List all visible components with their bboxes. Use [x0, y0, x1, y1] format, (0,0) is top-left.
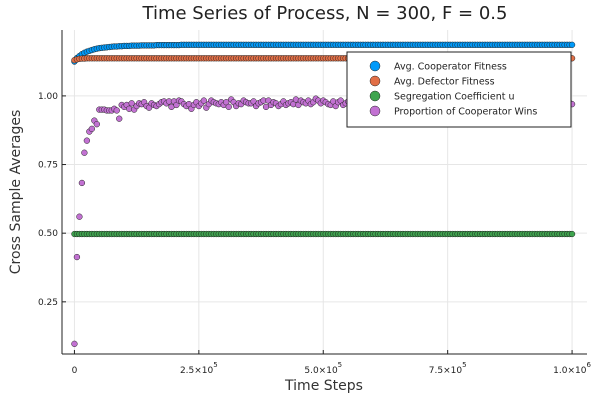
legend-marker: [369, 75, 381, 87]
data-point: [116, 115, 123, 122]
data-point: [71, 340, 78, 347]
data-point: [568, 41, 576, 48]
y-tick-label: 0.50: [38, 229, 58, 239]
data-point: [93, 121, 100, 128]
legend-marker: [369, 90, 381, 102]
legend-label: Proportion of Cooperator Wins: [394, 107, 537, 118]
series-3: [71, 230, 576, 238]
data-point: [113, 107, 120, 114]
y-tick-label: 0.25: [38, 298, 58, 308]
x-tick-label: 0: [72, 366, 78, 376]
data-point: [128, 100, 135, 107]
x-axis-label: Time Steps: [284, 378, 363, 394]
y-tick-label: 1.00: [38, 92, 58, 102]
chart-title: Time Series of Process, N = 300, F = 0.5: [142, 3, 508, 24]
data-point: [568, 230, 576, 238]
x-tick-label: 7.5×105: [429, 361, 467, 376]
y-tick-label: 0.75: [38, 161, 58, 171]
legend-label: Segregation Coefficient u: [394, 92, 515, 103]
axes: [61, 30, 587, 355]
legend-marker: [369, 105, 381, 117]
x-tick-label: 5.0×105: [304, 361, 342, 376]
data-point: [81, 149, 88, 156]
data-point: [88, 125, 96, 133]
legend-box: [346, 51, 572, 128]
y-ticks: 0.25 0.50 0.75 1.00: [38, 92, 66, 308]
data-point: [76, 213, 83, 220]
x-tick-exponent: 5: [213, 361, 217, 369]
legend-label: Avg. Cooperator Fitness: [394, 62, 507, 73]
data-point: [78, 179, 86, 187]
data-point: [83, 137, 91, 144]
legend: Avg. Cooperator Fitness Avg. Defector Fit…: [346, 51, 572, 128]
data-point: [73, 253, 81, 261]
x-tick-exponent: 5: [338, 361, 342, 369]
x-tick-label: 1.0×106: [553, 361, 591, 376]
legend-label: Avg. Defector Fitness: [394, 77, 495, 88]
legend-marker: [369, 60, 381, 72]
series-1: [71, 41, 576, 65]
x-tick-label: 2.5×105: [180, 361, 218, 376]
data-point: [225, 103, 232, 111]
data-point: [200, 97, 207, 104]
x-tick-exponent: 5: [462, 361, 466, 369]
x-tick-exponent: 6: [586, 361, 591, 369]
y-axis-label: Cross Sample Averages: [8, 110, 24, 275]
